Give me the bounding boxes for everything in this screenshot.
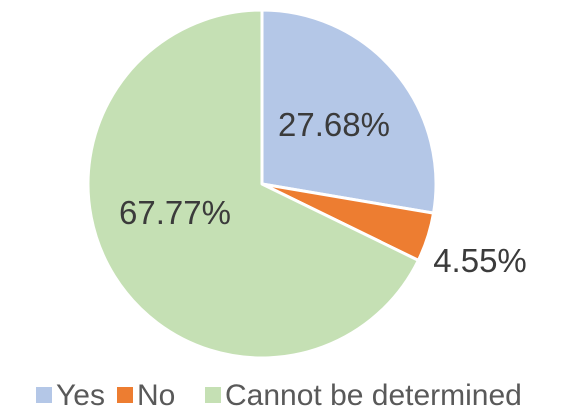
chart-legend: Yes No Cannot be determined: [36, 379, 522, 412]
legend-swatch: [36, 387, 52, 403]
slice-label-no: 4.55%: [433, 242, 527, 279]
slice-label-yes: 27.68%: [278, 106, 390, 143]
legend-label: No: [137, 379, 175, 412]
legend-label: Yes: [56, 379, 105, 412]
pie-slice-cannot-be-determined: [86, 8, 420, 360]
pie-slices: [86, 8, 438, 360]
legend-swatch: [205, 387, 221, 403]
legend-swatch: [117, 387, 133, 403]
slice-label-cannot-be-determined: 67.77%: [119, 194, 231, 231]
legend-item-yes: Yes: [36, 379, 105, 412]
legend-label: Cannot be determined: [225, 379, 522, 412]
pie-slice-yes: [260, 8, 438, 215]
legend-item-no: No: [117, 379, 175, 412]
slice-labels: 27.68% 4.55% 67.77%: [119, 106, 527, 279]
legend-item-cannot-be-determined: Cannot be determined: [205, 379, 522, 412]
